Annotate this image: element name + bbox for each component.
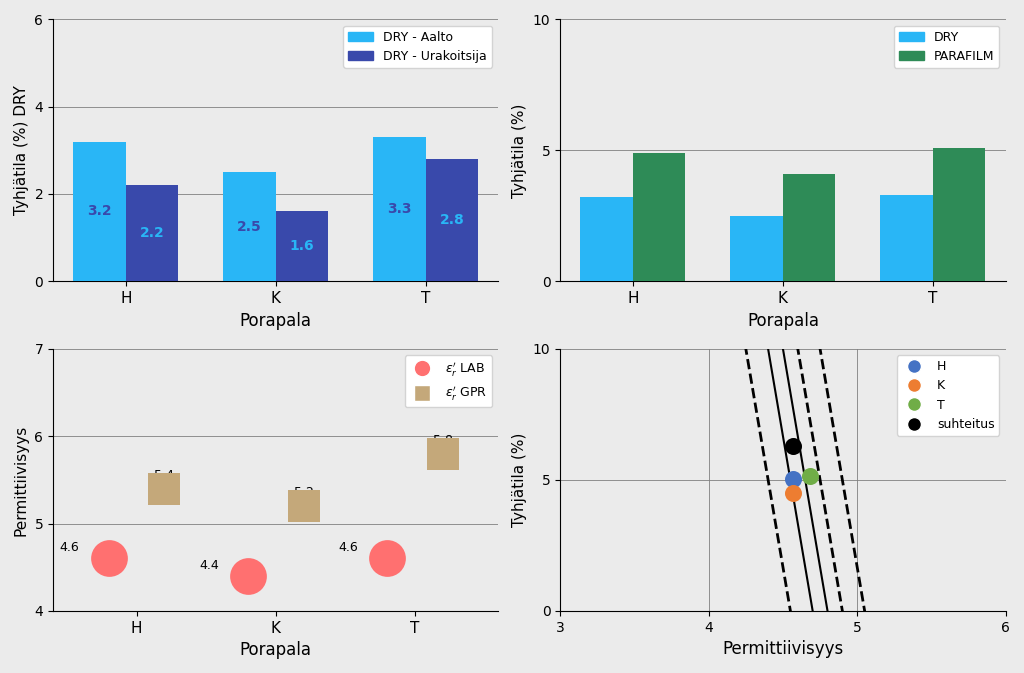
X-axis label: Permittiivisyys: Permittiivisyys (722, 640, 844, 658)
Text: 4.6: 4.6 (59, 541, 80, 554)
Bar (783, 174, 836, 281)
Text: 2.5: 2.5 (238, 219, 262, 234)
Legend: $\varepsilon_r'$ LAB, $\varepsilon_r'$ GPR: $\varepsilon_r'$ LAB, $\varepsilon_r'$ G… (404, 355, 493, 407)
X-axis label: Porapala: Porapala (746, 312, 819, 330)
Point (785, 488, 802, 499)
Y-axis label: Tyhjätila (%): Tyhjätila (%) (512, 103, 527, 197)
Point (379, 553, 395, 564)
Text: 5.8: 5.8 (433, 433, 453, 447)
Bar (373, 137, 426, 281)
Text: 4.1: 4.1 (797, 210, 821, 224)
X-axis label: Porapala: Porapala (240, 641, 311, 659)
Point (157, 483, 173, 494)
Text: 2.5: 2.5 (744, 242, 769, 256)
Text: 5.2: 5.2 (294, 486, 313, 499)
Point (785, 473, 802, 484)
Bar (933, 147, 985, 281)
Point (434, 448, 451, 459)
Y-axis label: Tyhjätila (%): Tyhjätila (%) (512, 433, 527, 527)
Bar (581, 197, 633, 281)
Point (295, 501, 311, 511)
Text: 5.1: 5.1 (947, 194, 972, 208)
Point (100, 553, 117, 564)
X-axis label: Porapala: Porapala (240, 312, 311, 330)
Bar (730, 216, 783, 281)
Text: 4.6: 4.6 (338, 541, 358, 554)
Legend: DRY, PARAFILM: DRY, PARAFILM (894, 26, 999, 68)
Bar (275, 211, 329, 281)
Text: 1.6: 1.6 (290, 240, 314, 253)
Text: 5.4: 5.4 (155, 468, 174, 482)
Legend: H, K, T, suhteitus: H, K, T, suhteitus (897, 355, 999, 436)
Text: 2.8: 2.8 (439, 213, 464, 227)
Point (240, 571, 256, 581)
Bar (881, 195, 933, 281)
Text: 3.2: 3.2 (595, 232, 620, 246)
Y-axis label: Permittiivisyys: Permittiivisyys (14, 424, 29, 536)
Text: 4.4: 4.4 (199, 559, 219, 571)
Bar (223, 172, 275, 281)
Bar (74, 141, 126, 281)
Text: 3.3: 3.3 (387, 203, 412, 216)
Text: 2.2: 2.2 (139, 226, 165, 240)
Bar (633, 153, 685, 281)
Legend: DRY - Aalto, DRY - Urakoitsija: DRY - Aalto, DRY - Urakoitsija (343, 26, 493, 68)
Y-axis label: Tyhjätila (%) DRY: Tyhjätila (%) DRY (14, 85, 29, 215)
Text: 4.9: 4.9 (647, 197, 672, 211)
Bar (126, 185, 178, 281)
Point (802, 470, 818, 481)
Text: 3.3: 3.3 (894, 231, 919, 245)
Text: 3.2: 3.2 (87, 205, 112, 219)
Point (785, 440, 802, 451)
Bar (426, 159, 478, 281)
